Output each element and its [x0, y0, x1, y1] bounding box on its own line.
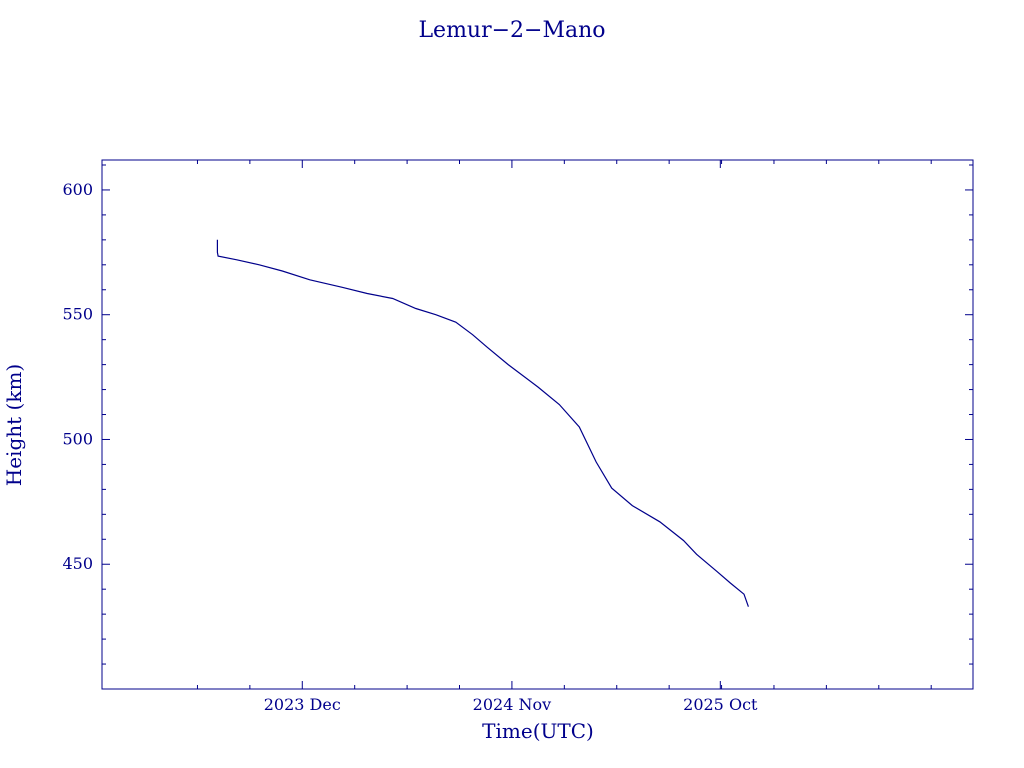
height-series-line: [216, 239, 749, 607]
y-axis-label: Height (km): [2, 364, 26, 486]
y-tick-label: 600: [62, 180, 93, 199]
x-axis-ticks: 2023 Dec 2024 Nov 2025 Oct: [264, 160, 758, 714]
y-tick-label: 450: [62, 554, 93, 573]
x-tick-label: 2023 Dec: [264, 695, 341, 714]
x-axis-label: Time(UTC): [482, 719, 594, 743]
y-minor-ticks: [102, 164, 973, 665]
y-tick-label: 550: [62, 305, 93, 324]
x-tick-label: 2024 Nov: [473, 695, 551, 714]
chart-title: Lemur−2−Mano: [418, 18, 605, 43]
x-minor-ticks: [196, 160, 932, 689]
y-tick-label: 500: [62, 429, 93, 448]
x-tick-label: 2025 Oct: [683, 695, 758, 714]
y-axis-ticks: 450 500 550 600: [62, 180, 973, 573]
plot-frame: [101, 159, 974, 690]
